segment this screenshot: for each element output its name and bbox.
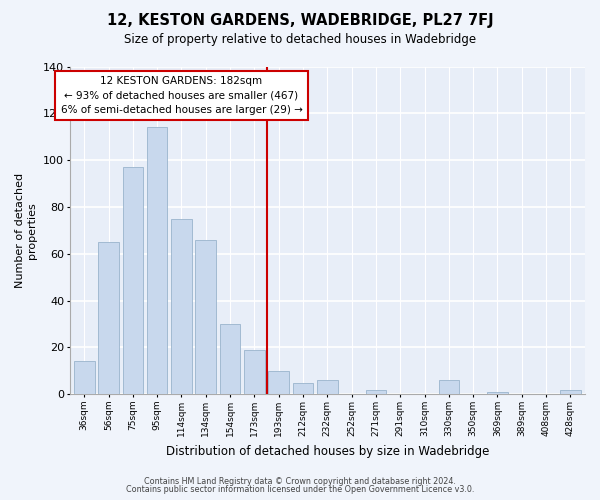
Bar [244,350,265,394]
Text: Contains public sector information licensed under the Open Government Licence v3: Contains public sector information licen… [126,485,474,494]
Bar [171,218,192,394]
Bar [293,382,313,394]
Bar [98,242,119,394]
Bar [196,240,216,394]
Bar [487,392,508,394]
Bar [220,324,241,394]
Text: 12, KESTON GARDENS, WADEBRIDGE, PL27 7FJ: 12, KESTON GARDENS, WADEBRIDGE, PL27 7FJ [107,12,493,28]
Bar [74,362,95,394]
Bar [317,380,338,394]
Bar [268,371,289,394]
Y-axis label: Number of detached
properties: Number of detached properties [15,173,37,288]
Text: Size of property relative to detached houses in Wadebridge: Size of property relative to detached ho… [124,32,476,46]
Bar [439,380,459,394]
Bar [560,390,581,394]
Text: Contains HM Land Registry data © Crown copyright and database right 2024.: Contains HM Land Registry data © Crown c… [144,477,456,486]
Bar [147,128,167,394]
X-axis label: Distribution of detached houses by size in Wadebridge: Distribution of detached houses by size … [166,444,489,458]
Bar [122,167,143,394]
Bar [365,390,386,394]
Text: 12 KESTON GARDENS: 182sqm
← 93% of detached houses are smaller (467)
6% of semi-: 12 KESTON GARDENS: 182sqm ← 93% of detac… [61,76,302,114]
